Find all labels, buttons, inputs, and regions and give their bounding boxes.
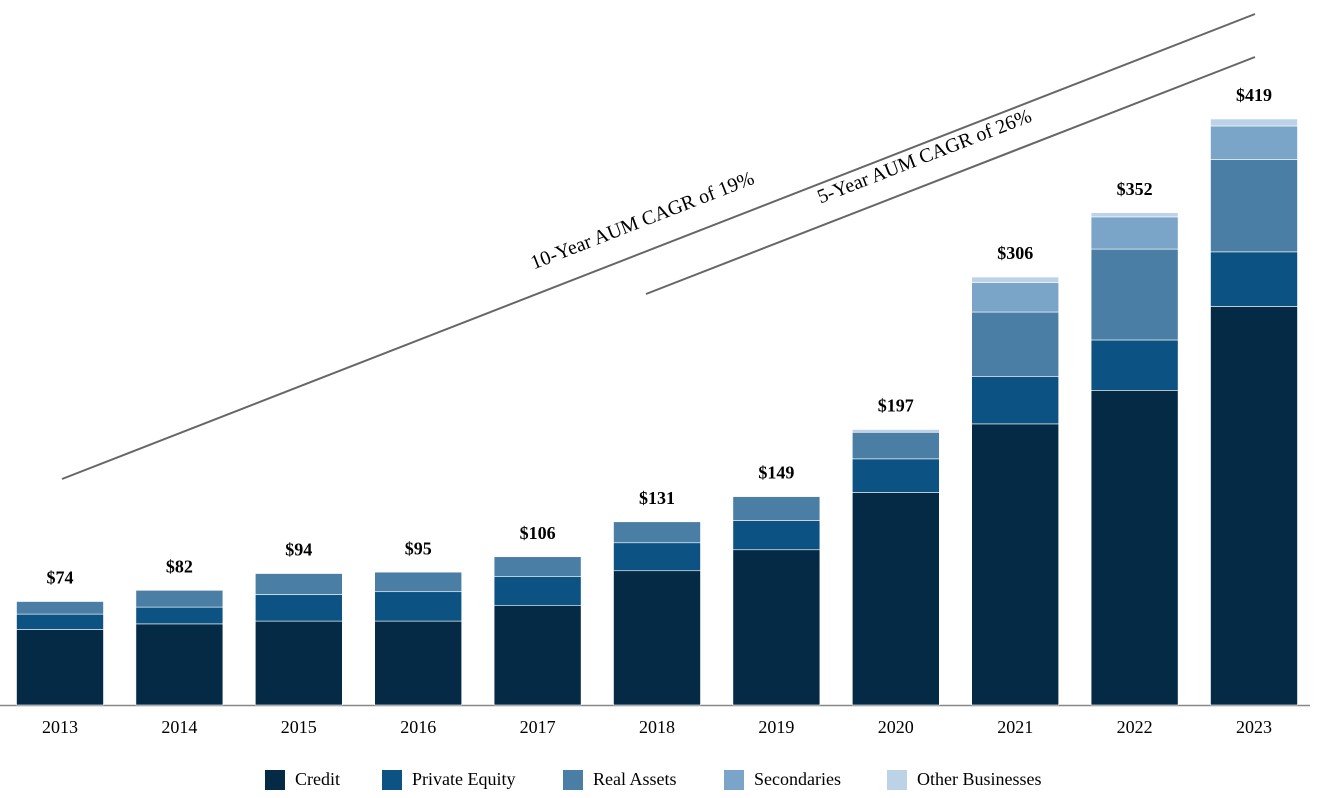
x-tick-label: 2018 (639, 717, 675, 737)
bar-segment (732, 496, 821, 521)
legend-label: Other Businesses (917, 769, 1042, 789)
total-label: $82 (166, 556, 193, 576)
bar-segment (135, 606, 224, 625)
bar-segment (1090, 248, 1179, 341)
total-label: $149 (758, 463, 794, 483)
bar-segment (255, 573, 343, 595)
bar-segment (1210, 125, 1298, 160)
total-label: $419 (1236, 85, 1272, 105)
total-label: $74 (47, 568, 74, 588)
legend-swatch (563, 770, 583, 790)
bar-segment (1090, 212, 1179, 218)
annotation: 5-Year AUM CAGR of 26% (814, 105, 1034, 208)
bar-segment (1210, 159, 1298, 253)
x-tick-label: 2013 (42, 717, 78, 737)
bar-segment (971, 276, 1060, 283)
total-label: $131 (639, 488, 675, 508)
x-tick-label: 2022 (1117, 717, 1153, 737)
bar-segment (1090, 339, 1179, 391)
x-tick-label: 2021 (997, 717, 1033, 737)
bar-segment (1090, 390, 1179, 706)
x-tick-label: 2019 (758, 717, 794, 737)
x-tick-label: 2016 (400, 717, 436, 737)
bar-segment (613, 521, 701, 544)
bar-segment (255, 594, 343, 622)
x-tick-label: 2017 (520, 717, 556, 737)
legend-label: Secondaries (754, 769, 841, 789)
bar-segment (971, 282, 1060, 313)
bar-segment (16, 629, 104, 706)
x-tick-label: 2014 (161, 717, 197, 737)
bar-segment (135, 623, 224, 706)
legend-label: Real Assets (593, 769, 677, 789)
bar-segment (1210, 251, 1298, 307)
bar-segment (851, 458, 940, 493)
bar-segment (971, 423, 1060, 706)
trend-line (61, 13, 1256, 480)
bar-segment (374, 620, 463, 706)
bar-segment (732, 520, 821, 551)
legend-swatch (265, 770, 285, 790)
total-label: $197 (878, 396, 914, 416)
bar-segment (255, 620, 343, 706)
bar-segment (493, 576, 582, 607)
trend-line (645, 56, 1256, 295)
bar-segment (851, 429, 940, 433)
bar-segment (1090, 216, 1179, 250)
x-tick-label: 2023 (1236, 717, 1272, 737)
x-tick-label: 2015 (281, 717, 317, 737)
legend-swatch (887, 770, 907, 790)
total-label: $306 (997, 243, 1033, 263)
bar-segment (493, 556, 582, 577)
bar-segment (374, 571, 463, 593)
legend-swatch (724, 770, 744, 790)
legend-label: Private Equity (412, 769, 515, 789)
bar-segment (971, 311, 1060, 377)
total-label: $106 (520, 523, 556, 543)
bar-segment (16, 613, 104, 630)
bar-segment (135, 590, 224, 608)
bar-segment (971, 376, 1060, 425)
legend-swatch (382, 770, 402, 790)
bar-segment (732, 549, 821, 706)
bar-segment (493, 605, 582, 706)
bar-segment (1210, 306, 1298, 706)
legend-label: Credit (295, 769, 340, 789)
x-tick-label: 2020 (878, 717, 914, 737)
bar-segment (374, 591, 463, 622)
bar-segment (851, 492, 940, 706)
total-label: $95 (405, 538, 432, 558)
bar-segment (1210, 118, 1298, 127)
bar-segment (613, 570, 701, 706)
total-label: $94 (285, 540, 312, 560)
bar-segment (16, 601, 104, 615)
bar-segment (851, 431, 940, 460)
total-label: $352 (1117, 179, 1153, 199)
bar-segment (613, 542, 701, 572)
